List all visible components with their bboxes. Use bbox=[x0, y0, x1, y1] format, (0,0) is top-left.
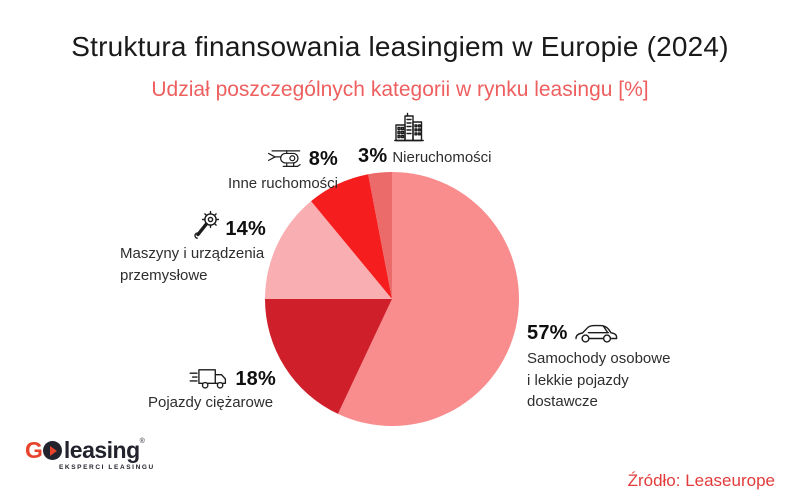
page-title: Struktura finansowania leasingiem w Euro… bbox=[71, 31, 729, 62]
pie-slice-machines bbox=[265, 201, 392, 299]
truck-icon bbox=[189, 366, 230, 392]
page-subtitle: Udział poszczególnych kategorii w rynku … bbox=[151, 78, 649, 101]
pct-movables: 8% bbox=[308, 148, 338, 170]
logo-tagline: EKSPERCI LEASINGU bbox=[59, 464, 155, 471]
label-machines: 14% Maszyny i urządzenia przemysłowe bbox=[120, 210, 266, 286]
logo-chevron-icon bbox=[49, 445, 57, 456]
pct-real-estate: 3% bbox=[358, 145, 388, 167]
logo-circle-icon bbox=[42, 441, 62, 460]
car-icon bbox=[573, 322, 619, 345]
go-leasing-logo: G leasing ® EKSPERCI LEASINGU bbox=[25, 437, 155, 471]
cat-real-estate: Nieruchomości bbox=[392, 149, 492, 166]
label-trucks: 18% Pojazdy ciężarowe bbox=[148, 366, 276, 414]
gear-wrench-icon bbox=[193, 210, 220, 241]
helicopter-icon bbox=[266, 146, 304, 173]
logo-wordmark: leasing bbox=[63, 437, 140, 463]
pie-slice-real-estate bbox=[368, 172, 392, 299]
pct-cars: 57% bbox=[527, 322, 568, 344]
registered-mark: ® bbox=[139, 438, 145, 445]
pie-slice-trucks bbox=[265, 299, 392, 414]
cat-cars-line3: dostawcze bbox=[527, 393, 598, 410]
cat-machines-line2: przemysłowe bbox=[120, 266, 208, 284]
cat-movables: Inne ruchomości bbox=[227, 175, 338, 192]
cat-cars-line1: Samochody osobowe bbox=[527, 350, 671, 367]
pie-chart bbox=[264, 171, 520, 427]
label-real-estate: 3% Nieruchomości bbox=[358, 112, 492, 169]
buildings-icon bbox=[394, 112, 492, 144]
pct-trucks: 18% bbox=[235, 367, 276, 390]
pct-machines: 14% bbox=[225, 218, 266, 240]
label-cars: 57% Samochody osobowe i lekkie pojazdy d… bbox=[527, 322, 670, 413]
logo-letter-g: G bbox=[25, 437, 43, 463]
label-movables: 8% Inne ruchomości bbox=[218, 146, 338, 195]
pie-slice-cars bbox=[337, 172, 520, 426]
cat-trucks: Pojazdy ciężarowe bbox=[148, 394, 274, 411]
source-note: Źródło: Leaseurope bbox=[627, 471, 775, 490]
cat-machines-line1: Maszyny i urządzenia bbox=[120, 245, 265, 262]
cat-cars-line2: i lekkie pojazdy bbox=[527, 371, 629, 389]
pie-slice-movables bbox=[311, 174, 392, 299]
